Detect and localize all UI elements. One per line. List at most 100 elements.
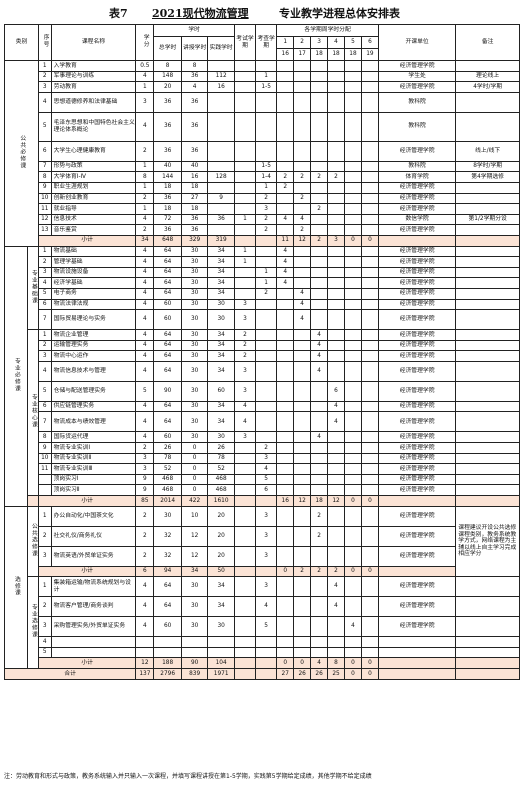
total-hours-cell: 64	[153, 329, 182, 341]
term-1-hours-cell: 4	[276, 266, 295, 279]
table-row: 5 电子商务 4 64 30 34 2 4 经济管理学院	[5, 287, 520, 300]
total-remark	[455, 668, 520, 680]
header-credits: 学分	[135, 24, 155, 61]
term-6-hours-cell	[360, 245, 379, 258]
check-term-cell: 1	[255, 277, 278, 289]
seq-cell: 12	[37, 213, 52, 226]
subtotal-term-6: 0	[360, 495, 379, 507]
term-4-hours-cell	[327, 111, 345, 142]
dept-cell: 经济管理学院	[377, 245, 457, 258]
term-4-hours-cell	[327, 452, 345, 465]
total-hours-cell	[153, 636, 182, 648]
footnote: 注：劳动教育和形式与政策，教务系统输入并只输入一次课程，并填写课程讲授在第1-5…	[4, 773, 372, 780]
term-6-hours-cell	[360, 505, 379, 527]
check-term-cell: 1-5	[255, 81, 278, 93]
term-6-hours-cell	[360, 473, 379, 486]
total-hours-cell: 36	[153, 91, 182, 113]
term-5-hours-cell	[344, 350, 362, 362]
theory-hours-cell: 36	[180, 70, 209, 83]
term-6-hours-cell	[360, 411, 379, 433]
check-term-cell	[255, 400, 278, 413]
total-hours-cell: 64	[153, 360, 182, 382]
subtotal-term-1: 16	[276, 495, 295, 507]
course-name-cell	[50, 646, 137, 659]
check-term-cell	[255, 380, 278, 402]
seq-cell: 1	[37, 329, 52, 341]
remark-cell: 线上/线下	[455, 140, 520, 162]
check-term-cell: 1-4	[255, 171, 278, 183]
subtotal-term-4: 8	[327, 657, 345, 669]
check-term-cell: 1	[255, 181, 278, 194]
term-5-hours-cell	[344, 298, 362, 311]
remark-cell	[455, 431, 520, 444]
check-term-cell	[255, 636, 278, 648]
dept-cell: 经济管理学院	[377, 350, 457, 362]
table-row: 5 毛泽东思想和中国特色社会主义理论体系概论 4 36 36 教科院	[5, 111, 520, 142]
remark-cell	[455, 484, 520, 497]
total-hours-cell: 20	[153, 81, 182, 93]
term-1-hours-cell	[276, 140, 295, 162]
term-6-hours-cell	[360, 616, 379, 638]
term-5-hours-cell	[344, 473, 362, 486]
check-term-cell	[255, 411, 278, 433]
term-2-hours-cell	[293, 245, 312, 258]
term-1-hours-cell	[276, 81, 295, 93]
header-theory: 讲授学时	[180, 36, 209, 61]
term-2-hours-cell	[293, 60, 312, 72]
subtotal-term-6: 0	[360, 234, 379, 247]
term-4-hours-cell	[327, 213, 345, 226]
term-3-hours-cell	[310, 70, 329, 83]
header-row-2: 总学时 讲授学时 实践学时 1 2 3 4 5 6	[5, 36, 520, 61]
term-4-hours-cell	[327, 505, 345, 527]
seq-cell: 9	[37, 181, 52, 194]
term-6-hours-cell	[360, 484, 379, 497]
practice-hours-cell: 34	[207, 411, 235, 433]
exam-term-cell	[233, 266, 257, 279]
table-row: 6 物流法律法规 4 60 30 30 3 4 经济管理学院	[5, 298, 520, 311]
practice-hours-cell	[207, 203, 235, 215]
course-name-cell: 物流中心运作	[50, 350, 137, 362]
term-6-hours-cell	[360, 525, 379, 547]
dept-cell: 经济管理学院	[377, 181, 457, 194]
term-1-hours-cell	[276, 91, 295, 113]
total-hours: 2796	[153, 668, 182, 680]
theory-hours-cell: 30	[180, 329, 209, 341]
term-6-hours-cell	[360, 160, 379, 173]
dept-cell: 经济管理学院	[377, 452, 457, 465]
term-3-hours-cell	[310, 140, 329, 162]
total-hours-cell: 30	[153, 505, 182, 527]
header-term-5: 5	[344, 36, 362, 49]
term-6-hours-cell	[360, 329, 379, 341]
exam-term-cell	[233, 171, 257, 183]
course-name-cell: 劳动教育	[50, 81, 137, 93]
total-hours-cell: 52	[153, 463, 182, 475]
practice-hours-cell: 30	[207, 298, 235, 311]
subtotal-dept	[377, 234, 457, 247]
group-elective: 选修课	[3, 505, 29, 670]
seq-cell: 5	[37, 646, 52, 659]
practice-hours-cell	[207, 60, 235, 72]
seq-cell: 3	[37, 616, 52, 638]
term-2-hours-cell	[293, 360, 312, 382]
term-4-hours-cell: 4	[327, 576, 345, 598]
exam-term-cell	[233, 181, 257, 194]
subtotal-term-1: 0	[276, 657, 295, 669]
table-row: 13 音乐鉴赏 2 36 36 2 2 经济管理学院	[5, 224, 520, 236]
seq-cell: 10	[37, 192, 52, 205]
theory-hours-cell: 16	[180, 171, 209, 183]
total-hours-cell: 36	[153, 111, 182, 142]
remark-cell	[455, 287, 520, 300]
check-term-cell: 5	[255, 616, 278, 638]
credits-cell: 9	[135, 473, 155, 486]
term-1-hours-cell	[276, 442, 295, 454]
theory-hours-cell: 0	[180, 442, 209, 454]
term-4-hours-cell	[327, 277, 345, 289]
schedule-sheet: 类别 序号 课程名称 学分 学时 考试学期 考查学期 各学期周学时分配 开课单位…	[3, 24, 520, 680]
term-5-hours-cell	[344, 181, 362, 194]
term-1-hours-cell	[276, 192, 295, 205]
credits-cell: 4	[135, 256, 155, 268]
total-hours-cell	[153, 646, 182, 659]
course-name-cell: 音乐鉴赏	[50, 224, 137, 236]
exam-term-cell: 3	[233, 298, 257, 311]
term-1-hours-cell	[276, 360, 295, 382]
